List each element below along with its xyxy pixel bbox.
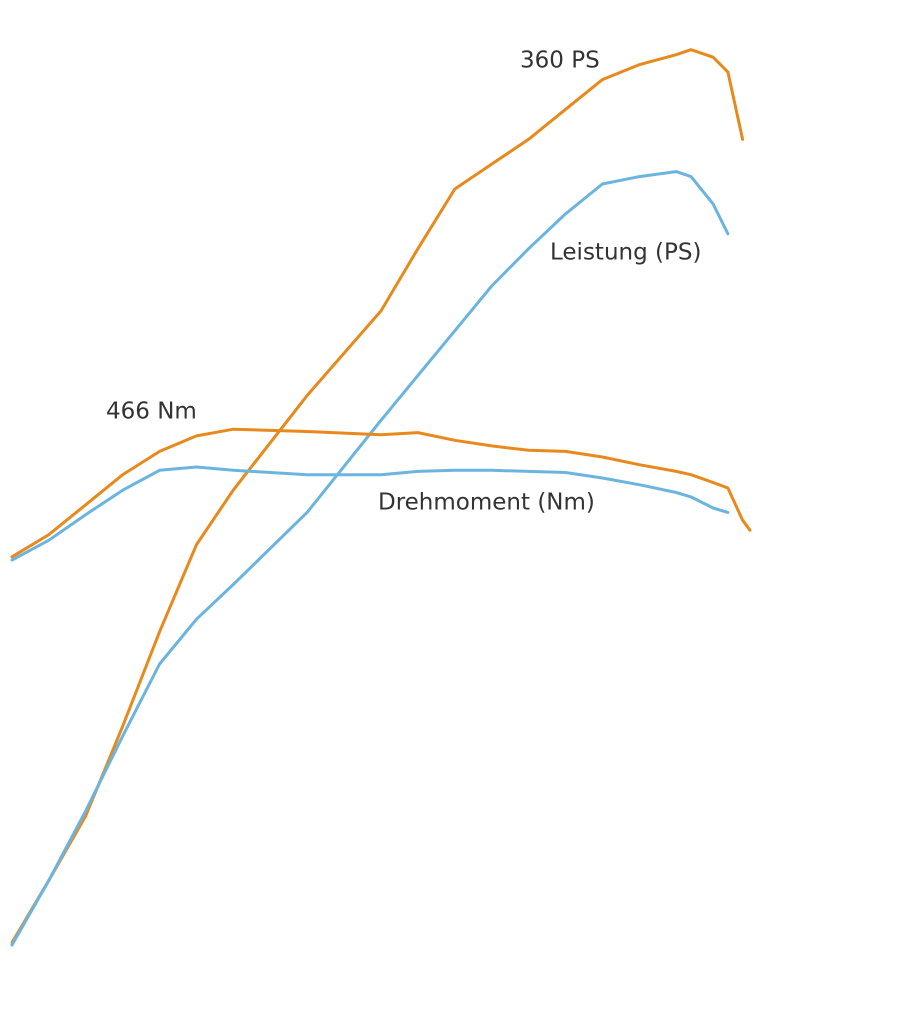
annotation: 466 Nm <box>106 399 197 425</box>
series-line <box>10 427 752 559</box>
annotation: 360 PS <box>520 48 600 74</box>
series-line <box>10 170 730 947</box>
series-label: Drehmoment (Nm) <box>378 490 595 516</box>
series-line <box>10 465 730 562</box>
series-label: Leistung (PS) <box>550 240 701 266</box>
series-line <box>10 48 745 944</box>
